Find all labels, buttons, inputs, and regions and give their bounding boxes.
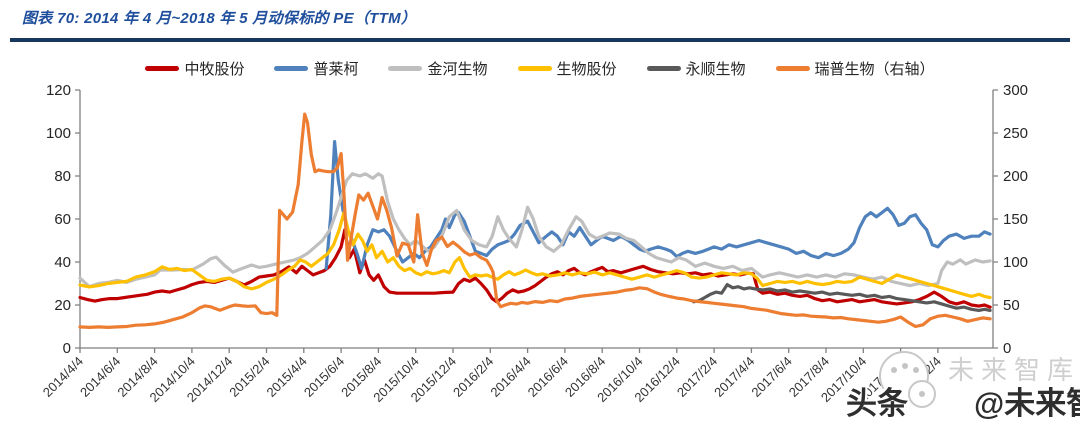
x-axis-label-6: 2015/4/4 bbox=[264, 354, 310, 400]
x-axis-label-17: 2017/2/4 bbox=[674, 354, 720, 400]
legend-swatch-5 bbox=[775, 66, 810, 71]
series-line-4 bbox=[691, 283, 992, 312]
legend-label-0: 中牧股份 bbox=[184, 61, 245, 78]
legend-swatch-0 bbox=[145, 66, 180, 71]
right-axis-label-100: 100 bbox=[1003, 254, 1028, 271]
x-axis-label-7: 2015/6/4 bbox=[301, 354, 347, 400]
legend-label-1: 普莱柯 bbox=[313, 61, 359, 78]
x-axis-label-11: 2016/2/4 bbox=[450, 354, 496, 400]
left-axis-label-40: 40 bbox=[54, 254, 71, 271]
left-axis-label-0: 0 bbox=[63, 340, 71, 357]
legend-label-4: 永顺生物 bbox=[685, 61, 746, 78]
series-line-3 bbox=[78, 211, 992, 300]
legend-item-4: 永顺生物 bbox=[646, 58, 746, 79]
x-axis-label-19: 2017/6/4 bbox=[748, 354, 794, 400]
left-axis-label-60: 60 bbox=[54, 211, 71, 228]
legend-item-3: 生物股份 bbox=[517, 58, 617, 79]
right-axis-label-200: 200 bbox=[1003, 168, 1028, 185]
series-line-0 bbox=[78, 228, 992, 309]
right-axis-label-150: 150 bbox=[1003, 211, 1028, 228]
legend-label-2: 金河生物 bbox=[427, 61, 488, 78]
x-axis-label-18: 2017/4/4 bbox=[711, 354, 757, 400]
left-axis-label-80: 80 bbox=[54, 168, 71, 185]
series-line-5 bbox=[78, 112, 992, 329]
x-axis-label-5: 2015/2/4 bbox=[226, 354, 272, 400]
title-divider bbox=[10, 38, 1070, 42]
right-axis-label-50: 50 bbox=[1003, 297, 1020, 314]
legend-swatch-2 bbox=[388, 66, 423, 71]
axis-lines bbox=[75, 89, 998, 353]
right-axis-label-300: 300 bbox=[1003, 82, 1028, 99]
x-axis-label-1: 2014/6/4 bbox=[77, 354, 123, 400]
legend-swatch-1 bbox=[274, 66, 309, 71]
x-axis-label-23: 2018/2/4 bbox=[898, 354, 944, 400]
left-axis-label-120: 120 bbox=[46, 82, 71, 99]
legend-swatch-3 bbox=[517, 66, 552, 71]
x-axis-label-0: 2014/4/4 bbox=[40, 354, 86, 400]
series-line-2 bbox=[78, 172, 992, 289]
x-axis-label-13: 2016/6/4 bbox=[525, 354, 571, 400]
legend-label-5: 瑞普生物（右轴） bbox=[814, 61, 935, 78]
legend-item-5: 瑞普生物（右轴） bbox=[775, 58, 935, 79]
left-axis-label-20: 20 bbox=[54, 297, 71, 314]
figure-title: 图表 70: 2014 年 4 月~2018 年 5 月动保标的 PE（TTM） bbox=[22, 10, 417, 27]
legend-label-3: 生物股份 bbox=[556, 61, 617, 78]
legend-swatch-4 bbox=[646, 66, 681, 71]
chart-legend: 中牧股份 普莱柯 金河生物 生物股份 永顺生物 瑞普生物（右轴） bbox=[0, 58, 1080, 79]
legend-item-1: 普莱柯 bbox=[274, 58, 358, 79]
right-axis-label-250: 250 bbox=[1003, 125, 1028, 142]
right-axis-label-0: 0 bbox=[1003, 340, 1011, 357]
legend-item-0: 中牧股份 bbox=[145, 58, 244, 79]
left-axis-label-100: 100 bbox=[46, 125, 71, 142]
x-axis-label-12: 2016/4/4 bbox=[487, 354, 533, 400]
legend-item-2: 金河生物 bbox=[388, 58, 488, 79]
